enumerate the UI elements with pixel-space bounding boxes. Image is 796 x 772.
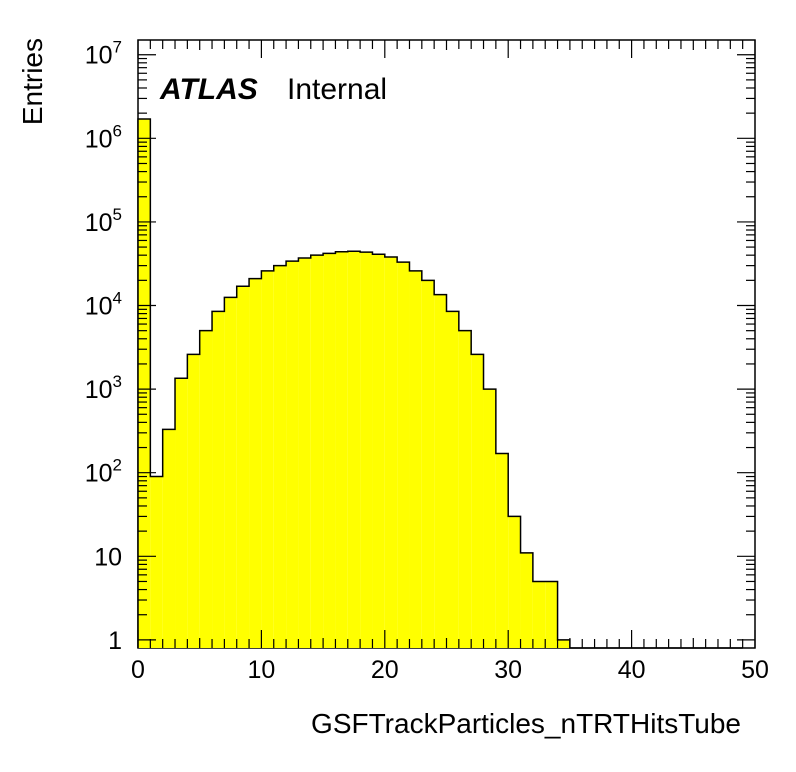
histogram-bar bbox=[175, 378, 188, 648]
x-tick-label: 40 bbox=[618, 656, 646, 684]
histogram-bar bbox=[421, 280, 435, 648]
x-tick-label: 20 bbox=[371, 656, 399, 684]
histogram-bar bbox=[508, 516, 521, 648]
y-axis-title: Entries bbox=[17, 38, 48, 125]
x-tick-label: 30 bbox=[494, 656, 522, 684]
histogram-bar bbox=[286, 261, 299, 648]
histogram-bar bbox=[150, 476, 163, 648]
histogram-bar bbox=[224, 297, 237, 648]
y-tick-labels: 1 10 102 103 104 105 106 107 bbox=[85, 38, 122, 655]
histogram-bar bbox=[347, 251, 361, 648]
atlas-label: ATLAS bbox=[159, 73, 258, 106]
histogram-bar bbox=[138, 119, 151, 648]
y-tick-label: 102 bbox=[85, 456, 122, 488]
histogram-bar bbox=[360, 252, 373, 648]
histogram-bar bbox=[545, 581, 558, 648]
x-axis-title: GSFTrackParticles_nTRTHitsTube bbox=[311, 708, 741, 739]
histogram-bar bbox=[397, 262, 410, 648]
y-tick-label: 104 bbox=[85, 289, 122, 321]
y-tick-label: 105 bbox=[85, 205, 122, 237]
y-tick-label: 1 bbox=[108, 627, 122, 655]
histogram-bar bbox=[323, 253, 336, 648]
histogram-bar bbox=[532, 581, 546, 648]
histogram-bar bbox=[162, 429, 176, 648]
histogram-bar bbox=[273, 265, 287, 648]
histogram-bar bbox=[557, 639, 570, 648]
histogram-bar bbox=[199, 330, 213, 648]
x-tick-labels: 0 10 20 30 40 50 bbox=[131, 656, 769, 684]
histogram-bar bbox=[483, 389, 496, 648]
histogram-bar bbox=[310, 255, 324, 648]
y-tick-label: 107 bbox=[85, 38, 122, 70]
histogram-bar bbox=[409, 270, 422, 648]
y-tick-label: 106 bbox=[85, 121, 122, 153]
x-tick-label: 0 bbox=[131, 656, 145, 684]
histogram-bar bbox=[335, 251, 348, 648]
histogram-bar bbox=[212, 311, 225, 648]
histogram-bar bbox=[446, 311, 459, 648]
histogram-bar bbox=[495, 453, 509, 648]
histogram-bar bbox=[520, 552, 533, 648]
histogram-bar bbox=[372, 254, 385, 648]
histogram-bar bbox=[236, 286, 250, 648]
histogram-bar bbox=[384, 257, 398, 648]
histogram-bar bbox=[261, 270, 274, 648]
histogram-bars bbox=[138, 119, 570, 648]
histogram-bar bbox=[298, 258, 311, 648]
histogram-bar bbox=[471, 354, 484, 648]
internal-label: Internal bbox=[287, 73, 387, 106]
x-tick-label: 10 bbox=[247, 656, 275, 684]
y-tick-label: 10 bbox=[94, 543, 122, 571]
axes bbox=[137, 40, 756, 648]
y-tick-label: 103 bbox=[85, 372, 122, 404]
histogram-bar bbox=[434, 294, 447, 648]
x-tick-label: 50 bbox=[741, 656, 769, 684]
histogram-bar bbox=[187, 354, 200, 648]
histogram-bar bbox=[249, 278, 262, 648]
histogram-bar bbox=[458, 330, 472, 648]
